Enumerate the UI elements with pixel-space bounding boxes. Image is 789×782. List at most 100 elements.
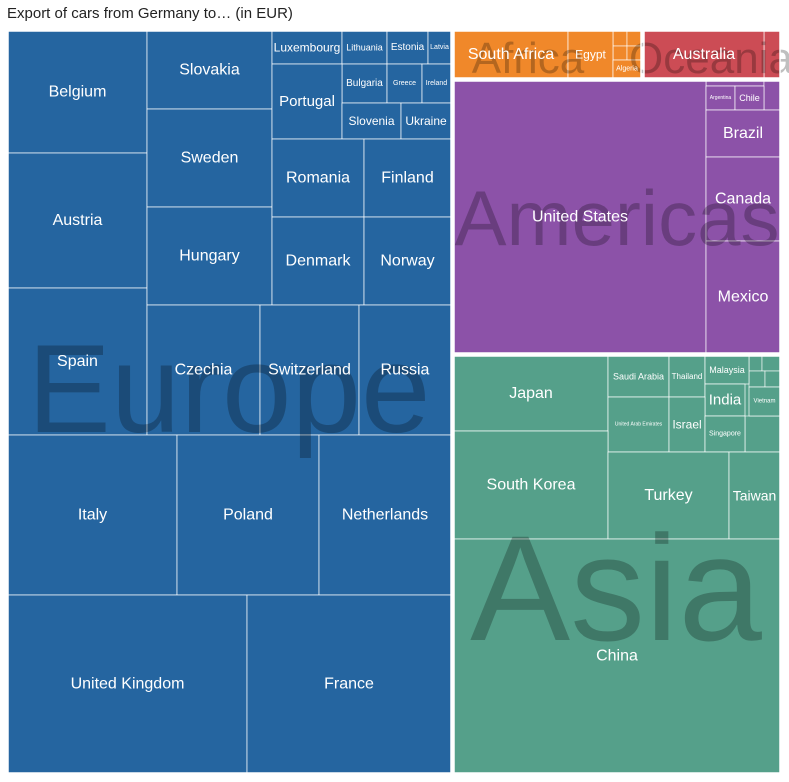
tile-vietnam[interactable]	[748, 386, 781, 417]
label-czechia: Czechia	[175, 362, 233, 379]
minor-tile-asia-0[interactable]	[748, 355, 763, 372]
tile-denmark[interactable]	[271, 216, 365, 306]
label-bulgaria: Bulgaria	[346, 78, 383, 89]
label-singapore: Singapore	[709, 431, 741, 438]
tile-mexico[interactable]	[705, 240, 781, 354]
tile-italy[interactable]	[7, 434, 178, 596]
tile-china[interactable]	[453, 538, 781, 774]
tile-belgium[interactable]	[7, 30, 148, 154]
group-borders	[7, 30, 781, 774]
label-malaysia: Malaysia	[709, 365, 745, 375]
tile-czechia[interactable]	[146, 304, 261, 436]
minor-tile-africa-0[interactable]	[612, 30, 628, 47]
label-belgium: Belgium	[49, 84, 107, 101]
tile-ireland[interactable]	[421, 63, 452, 104]
group-label-europe: Europe	[27, 320, 430, 459]
label-mexico: Mexico	[718, 289, 769, 306]
minor-tile-asia-3[interactable]	[764, 370, 781, 388]
label-united-arab-emirates: United Arab Emirates	[615, 422, 663, 428]
label-australia: Australia	[673, 46, 735, 63]
label-estonia: Estonia	[391, 42, 425, 53]
tile-saudi-arabia[interactable]	[607, 355, 670, 398]
label-luxembourg: Luxembourg	[274, 41, 341, 55]
tile-luxembourg[interactable]	[271, 30, 343, 65]
label-poland: Poland	[223, 507, 273, 524]
border-americas	[453, 80, 781, 354]
label-switzerland: Switzerland	[268, 362, 351, 379]
group-label-asia: Asia	[470, 504, 762, 672]
border-africa	[453, 30, 642, 79]
tile-switzerland[interactable]	[259, 304, 360, 436]
label-austria: Austria	[53, 212, 103, 229]
chart-title: Export of cars from Germany to… (in EUR)	[7, 5, 293, 22]
tile-south-korea[interactable]	[453, 430, 609, 540]
label-thailand: Thailand	[672, 372, 703, 381]
group-label-americas: Americas	[454, 174, 779, 262]
group-label-africa: Africa	[472, 34, 585, 83]
label-japan: Japan	[509, 385, 553, 402]
label-finland: Finland	[381, 170, 433, 187]
tile-portugal[interactable]	[271, 63, 343, 140]
tile-malaysia[interactable]	[704, 355, 750, 385]
label-israel: Israel	[672, 418, 701, 432]
leaf-labels: Belgium Austria Spain Slovakia Sweden Hungary…	[49, 41, 777, 693]
minor-tile-africa-2[interactable]	[612, 45, 628, 61]
tile-japan[interactable]	[453, 355, 609, 432]
minor-tile-asia-1[interactable]	[761, 355, 781, 372]
label-south-korea: South Korea	[487, 477, 576, 494]
label-algeria: Algeria	[616, 66, 638, 73]
label-united-states: United States	[532, 209, 628, 226]
label-brazil: Brazil	[723, 125, 763, 142]
label-portugal: Portugal	[279, 93, 335, 110]
tile-finland[interactable]	[363, 138, 452, 218]
label-latvia: Latvia	[430, 44, 449, 51]
label-taiwan: Taiwan	[733, 488, 777, 504]
label-egypt: Egypt	[575, 48, 606, 62]
label-united-kingdom: United Kingdom	[71, 676, 185, 693]
label-ireland: Ireland	[426, 80, 448, 87]
tile-turkey[interactable]	[607, 451, 730, 540]
label-russia: Russia	[381, 362, 430, 379]
label-hungary: Hungary	[179, 248, 239, 265]
minor-tile-asia-2[interactable]	[748, 370, 766, 388]
label-france: France	[324, 676, 374, 693]
tile-taiwan[interactable]	[728, 451, 781, 540]
label-italy: Italy	[78, 507, 107, 524]
label-slovenia: Slovenia	[348, 114, 394, 128]
label-canada: Canada	[715, 191, 771, 208]
label-lithuania: Lithuania	[346, 43, 383, 53]
tile-united-states[interactable]	[453, 80, 707, 354]
minor-tile-asia-4[interactable]	[744, 415, 781, 453]
border-asia	[453, 355, 781, 774]
border-europe	[7, 30, 452, 774]
tile-bulgaria[interactable]	[341, 63, 388, 104]
tile-netherlands[interactable]	[318, 434, 452, 596]
tile-israel[interactable]	[668, 396, 706, 453]
label-india: India	[709, 392, 742, 409]
tile-romania[interactable]	[271, 138, 365, 218]
group-labels: Europe Africa Oceania Americas Asia	[27, 34, 789, 672]
tile-united-arab-emirates[interactable]	[607, 396, 670, 453]
tile-estonia[interactable]	[386, 30, 429, 65]
tile-india[interactable]	[704, 383, 746, 417]
leaf-tiles	[7, 30, 781, 774]
label-sweden: Sweden	[181, 150, 239, 167]
label-south-africa: South Africa	[468, 46, 554, 63]
label-ukraine: Ukraine	[405, 114, 447, 128]
label-vietnam: Vietnam	[754, 399, 776, 405]
group-label-oceania: Oceania	[629, 34, 789, 83]
tile-france[interactable]	[246, 594, 452, 774]
minor-tile-americas-1[interactable]	[763, 80, 781, 111]
label-turkey: Turkey	[644, 487, 692, 504]
label-china: China	[596, 648, 638, 665]
tile-spain[interactable]	[7, 287, 148, 436]
border-oceania	[643, 30, 781, 79]
tile-singapore[interactable]	[704, 415, 746, 453]
tile-norway[interactable]	[363, 216, 452, 306]
tile-canada[interactable]	[705, 156, 781, 242]
label-greece: Greece	[393, 80, 416, 87]
tile-greece[interactable]	[386, 63, 423, 104]
label-norway: Norway	[380, 253, 434, 270]
tile-poland[interactable]	[176, 434, 320, 596]
